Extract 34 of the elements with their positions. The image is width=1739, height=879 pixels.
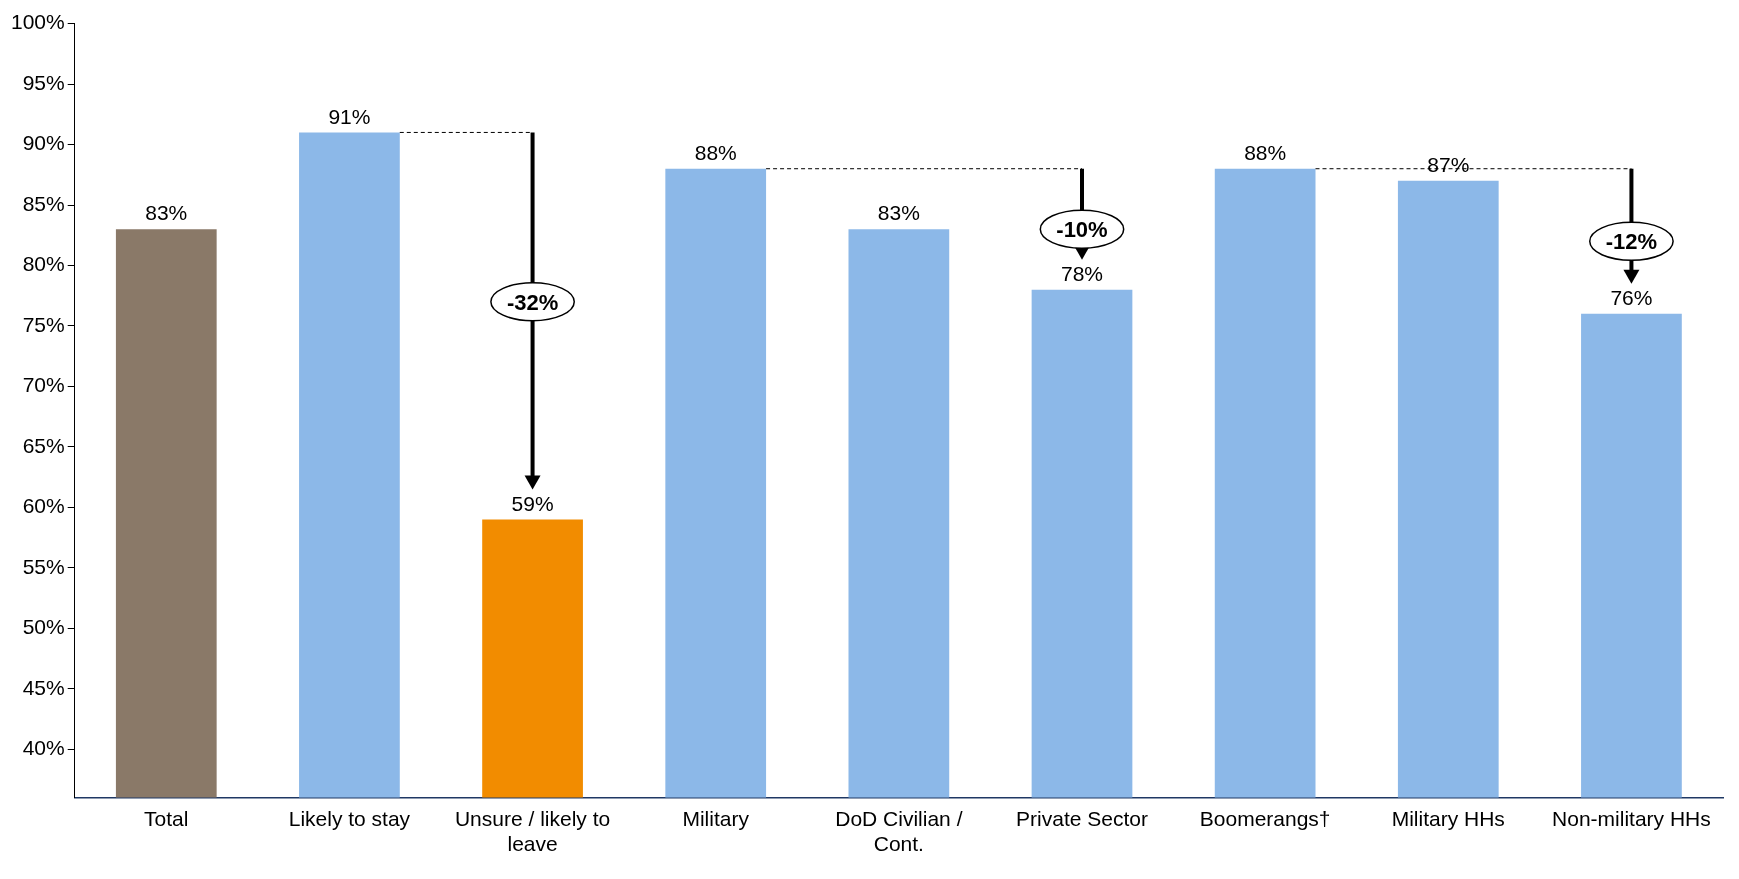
x-tick-label: Military HHs bbox=[1391, 807, 1505, 830]
y-tick-label: 75% bbox=[22, 312, 65, 336]
data-label: 76% bbox=[1610, 286, 1653, 310]
data-label: 59% bbox=[511, 491, 554, 515]
x-tick-label: Unsure / likely to leave bbox=[454, 807, 611, 856]
x-tick-label: Total bbox=[144, 807, 189, 830]
data-label: 83% bbox=[877, 201, 920, 225]
y-tick-label: 70% bbox=[22, 373, 65, 397]
data-label: 78% bbox=[1060, 261, 1104, 285]
annotation: -12% bbox=[1605, 229, 1658, 255]
x-tick-label: Non-military HHs bbox=[1552, 807, 1711, 830]
y-tick-label: 90% bbox=[22, 131, 65, 155]
data-label: 88% bbox=[1244, 141, 1287, 165]
x-tick-label: DoD Civilian / Cont. bbox=[835, 807, 963, 856]
x-tick-label: Boomerangs† bbox=[1199, 807, 1331, 830]
y-tick-label: 45% bbox=[22, 675, 65, 699]
y-tick-label: 55% bbox=[22, 554, 65, 578]
y-tick-label: 85% bbox=[22, 191, 65, 215]
y-tick-label: 95% bbox=[22, 70, 65, 94]
annotation: -10% bbox=[1056, 217, 1108, 243]
data-label: 83% bbox=[145, 201, 188, 225]
x-tick-label: Military bbox=[682, 807, 750, 830]
data-label: 88% bbox=[694, 141, 737, 165]
y-tick-label: 65% bbox=[22, 433, 65, 457]
x-tick-label: Likely to stay bbox=[288, 807, 411, 830]
y-tick-label: 40% bbox=[22, 736, 65, 760]
y-tick-label: 60% bbox=[22, 494, 65, 518]
x-tick-label: Private Sector bbox=[1016, 807, 1148, 830]
data-label: 87% bbox=[1427, 153, 1470, 177]
data-label: 91% bbox=[328, 104, 371, 128]
y-tick-label: 80% bbox=[22, 252, 65, 276]
y-tick-label: 100% bbox=[10, 10, 65, 34]
annotation: -32% bbox=[506, 289, 559, 315]
y-tick-label: 50% bbox=[22, 615, 65, 639]
